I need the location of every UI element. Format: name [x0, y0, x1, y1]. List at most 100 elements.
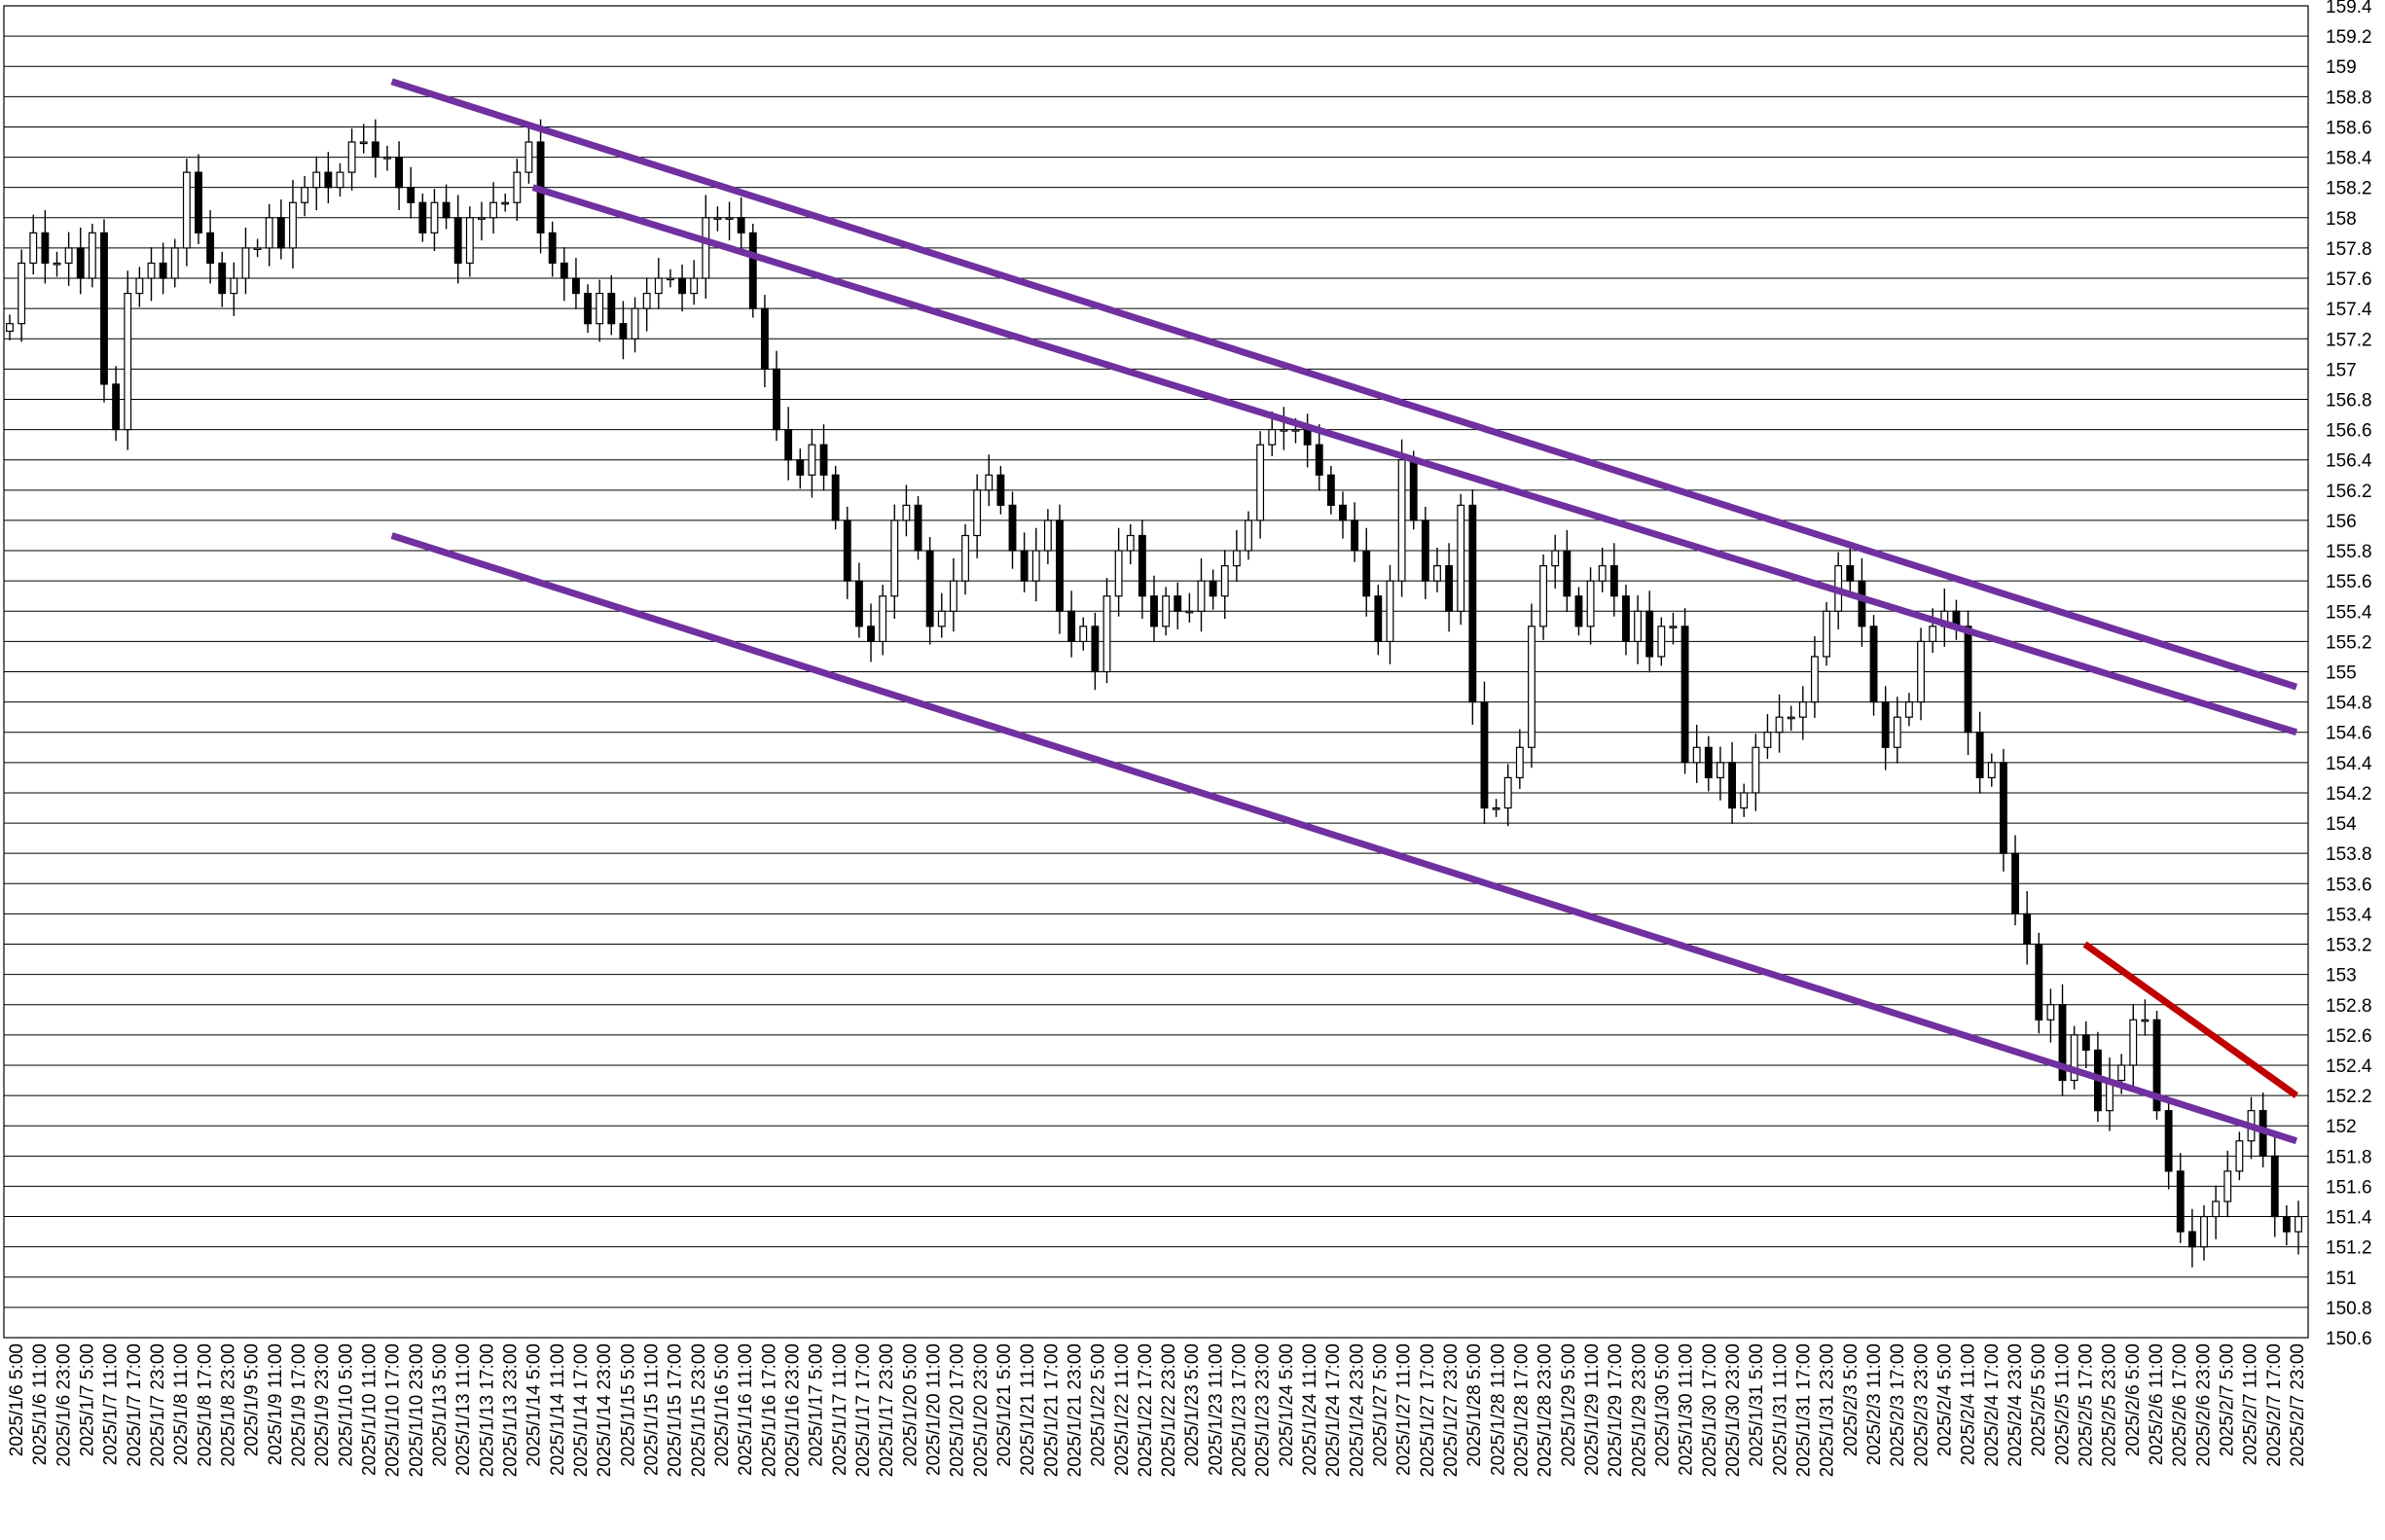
candle-body-up [1598, 565, 1607, 582]
x-tick-label: 2025/1/21 11:00 [1018, 1343, 1038, 1476]
y-tick-label: 153.8 [2326, 844, 2372, 865]
candle-body-up [336, 171, 344, 189]
y-tick-label: 156.2 [2326, 482, 2372, 502]
x-tick-label: 2025/1/23 5:00 [1182, 1343, 1203, 1467]
candle [1692, 724, 1701, 783]
x-tick-label: 2025/1/27 5:00 [1371, 1343, 1391, 1467]
candle [584, 284, 592, 334]
candle-body-up [1185, 610, 1194, 614]
x-tick-label: 2025/2/3 5:00 [1841, 1343, 1861, 1456]
candle-body-down [1964, 626, 1972, 734]
candle-body-up [1397, 459, 1406, 582]
candle-body-down [2187, 1231, 2196, 1248]
x-tick-label: 2025/1/14 5:00 [524, 1343, 545, 1467]
x-tick-label: 2025/1/22 17:00 [1136, 1343, 1156, 1477]
candle [1503, 764, 1512, 827]
candle [678, 265, 686, 312]
candle-body-up [596, 292, 604, 325]
candle-body-up [1823, 610, 1830, 658]
candle [1904, 693, 1913, 727]
x-tick-label: 2025/1/16 17:00 [759, 1343, 779, 1477]
candle [276, 199, 285, 260]
y-tick-label: 151 [2326, 1269, 2357, 1289]
candle-body-up [1810, 656, 1819, 703]
candle-body-down [41, 232, 50, 265]
candle-body-up [1280, 428, 1288, 432]
candle [784, 407, 793, 481]
candle-body-up [253, 247, 262, 251]
candle-body-down [395, 156, 404, 189]
candle [1763, 714, 1772, 759]
x-tick-label: 2025/1/15 5:00 [618, 1343, 638, 1467]
candle-body-up [1929, 626, 1937, 642]
x-tick-label: 2025/1/13 5:00 [430, 1343, 451, 1467]
candle-body-up [890, 519, 899, 597]
candle-body-up [1245, 519, 1252, 552]
candle-body-down [1680, 626, 1689, 764]
y-tick-label: 155 [2326, 663, 2357, 684]
x-tick-label: 2025/1/9 5:00 [242, 1343, 263, 1456]
candle [2058, 984, 2067, 1096]
candle [1174, 582, 1182, 629]
candle-body-down [584, 292, 592, 325]
candle-body-up [961, 534, 969, 582]
candle-body-up [2235, 1140, 2244, 1172]
candle [1893, 697, 1901, 764]
x-tick-label: 2025/2/5 11:00 [2052, 1343, 2073, 1465]
candle-body-down [1999, 762, 2007, 854]
candle-body-up [1692, 746, 1701, 764]
x-tick-label: 2025/1/6 5:00 [7, 1343, 27, 1456]
x-tick-label: 2025/1/8 17:00 [195, 1343, 215, 1467]
candle [1232, 530, 1241, 582]
candle [1987, 753, 1996, 787]
candle-body-down [2270, 1155, 2279, 1218]
candle [241, 227, 250, 295]
candle-body-down [1846, 565, 1855, 582]
candle [418, 193, 427, 242]
candle [666, 269, 674, 288]
candle [607, 274, 616, 336]
candle [29, 214, 38, 275]
x-tick-label: 2025/1/8 23:00 [218, 1343, 238, 1467]
candle-body-up [1987, 762, 1996, 778]
x-tick-label: 2025/1/23 17:00 [1230, 1343, 1250, 1477]
candle-body-down [324, 171, 333, 189]
y-tick-label: 158 [2326, 209, 2357, 230]
x-tick-label: 2025/1/28 5:00 [1464, 1343, 1485, 1467]
candle [1433, 547, 1441, 592]
candle [206, 210, 215, 284]
candle [831, 465, 840, 530]
candle [1858, 557, 1866, 647]
candle [336, 162, 344, 197]
short-term-resistance-line [2082, 941, 2299, 1098]
candle-body-up [147, 262, 156, 279]
candle-body-up [808, 444, 816, 476]
candle-body-up [524, 141, 533, 173]
y-tick-label: 153.6 [2326, 875, 2372, 895]
candle [1162, 587, 1171, 636]
candle-body-down [760, 307, 769, 370]
candle-body-up [359, 141, 368, 145]
candle [1634, 594, 1643, 664]
candle [501, 193, 510, 212]
x-tick-label: 2025/1/9 23:00 [312, 1343, 333, 1467]
candle-body-down [831, 474, 840, 521]
candle-body-up [1528, 626, 1536, 748]
x-tick-label: 2025/2/7 11:00 [2241, 1343, 2261, 1465]
x-tick-label: 2025/2/5 23:00 [2100, 1343, 2120, 1467]
candle [1008, 491, 1017, 569]
candle-body-up [1763, 732, 1772, 748]
candle-body-up [949, 580, 958, 612]
candle-body-down [1174, 595, 1182, 612]
candle [808, 428, 816, 498]
candle [2011, 835, 2019, 926]
candle-body-up [64, 247, 73, 265]
y-tick-label: 155.8 [2326, 542, 2372, 562]
candle [513, 159, 522, 221]
candle [1622, 585, 1630, 656]
candle [218, 251, 227, 307]
candle [301, 176, 309, 217]
candle [902, 484, 911, 537]
candle-body-up [642, 292, 651, 309]
x-tick-label: 2025/1/30 5:00 [1653, 1343, 1674, 1467]
